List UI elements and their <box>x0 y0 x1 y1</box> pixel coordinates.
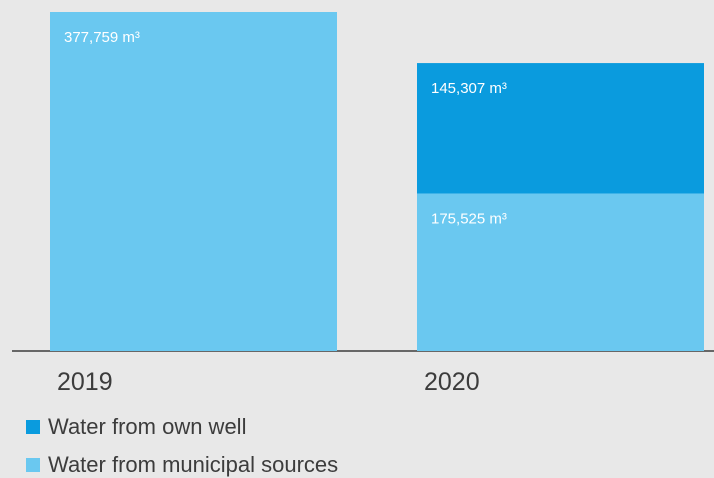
bar-chart-svg: 377,759 m³ 175,525 m³ 145,307 m³ 2019 2020 <box>12 12 714 396</box>
data-label-2020-series-0: 175,525 m³ <box>431 210 507 227</box>
data-label-2020-series-1: 145,307 m³ <box>431 80 507 97</box>
legend-swatch-own-well <box>26 420 40 434</box>
legend-swatch-municipal <box>26 458 40 472</box>
x-tick-label-2019: 2019 <box>57 368 113 396</box>
bar-2020-series-0 <box>417 193 704 351</box>
bar-2019-series-0 <box>50 12 337 351</box>
data-label-2019-series-0: 377,759 m³ <box>64 29 140 46</box>
x-tick-label-2020: 2020 <box>424 368 480 396</box>
legend-item-own-well: Water from own well <box>26 414 246 440</box>
bar-2020-series-1 <box>417 63 704 194</box>
legend-label-own-well: Water from own well <box>48 414 247 439</box>
legend-item-municipal: Water from municipal sources <box>26 452 338 478</box>
legend-label-municipal: Water from municipal sources <box>48 452 339 477</box>
